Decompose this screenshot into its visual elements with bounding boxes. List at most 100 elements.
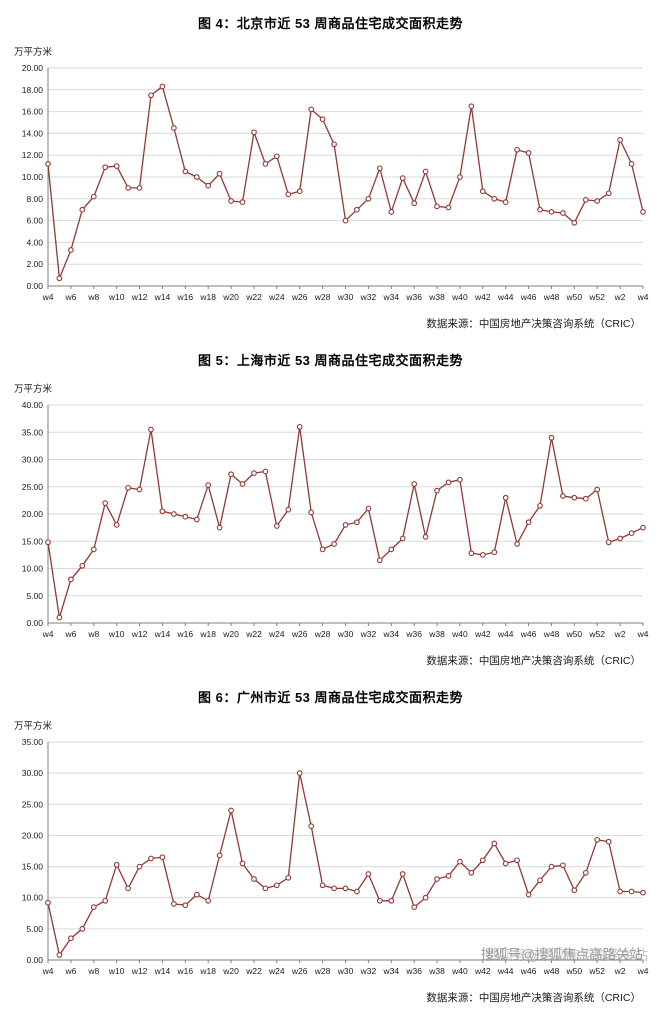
- svg-text:30.00: 30.00: [22, 455, 44, 465]
- svg-text:w28: w28: [314, 966, 331, 976]
- svg-text:w50: w50: [566, 629, 583, 639]
- chart-title-guangzhou: 图 6：广州市近 53 周商品住宅成交面积走势: [197, 690, 464, 705]
- svg-text:w22: w22: [245, 629, 262, 639]
- svg-text:40.00: 40.00: [22, 400, 44, 410]
- y-axis-unit-label: 万平方米: [14, 721, 53, 732]
- svg-text:w44: w44: [497, 966, 514, 976]
- svg-text:5.00: 5.00: [26, 591, 43, 601]
- svg-text:w30: w30: [337, 629, 354, 639]
- svg-text:w10: w10: [108, 629, 125, 639]
- svg-text:w52: w52: [588, 292, 605, 302]
- svg-text:w38: w38: [428, 629, 445, 639]
- svg-text:w18: w18: [199, 292, 216, 302]
- svg-text:2.00: 2.00: [26, 259, 43, 269]
- svg-text:w36: w36: [405, 629, 422, 639]
- svg-text:w48: w48: [543, 629, 560, 639]
- chart-block-beijing: 图 4：北京市近 53 周商品住宅成交面积走势 万平方米 0.00 2.00 4.0…: [0, 0, 661, 337]
- svg-text:0.00: 0.00: [26, 955, 43, 965]
- svg-text:w50: w50: [566, 292, 583, 302]
- svg-text:w32: w32: [360, 292, 377, 302]
- svg-text:w34: w34: [383, 292, 400, 302]
- svg-text:w34: w34: [383, 966, 400, 976]
- svg-text:w24: w24: [268, 966, 285, 976]
- svg-text:w22: w22: [245, 292, 262, 302]
- svg-text:10.00: 10.00: [22, 172, 44, 182]
- svg-text:w16: w16: [177, 966, 194, 976]
- svg-text:w46: w46: [520, 629, 537, 639]
- svg-text:w42: w42: [474, 966, 491, 976]
- svg-text:0.00: 0.00: [26, 281, 43, 291]
- svg-text:w14: w14: [154, 292, 171, 302]
- svg-text:20.00: 20.00: [22, 509, 44, 519]
- svg-text:w10: w10: [108, 292, 125, 302]
- data-source-label: 数据来源：中国房地产决策咨询系统（CRIC）: [426, 655, 641, 667]
- svg-text:10.00: 10.00: [22, 893, 44, 903]
- line-chart-shanghai: 0.00 5.00 10.00 15.00 20.00 25.00 30.00 35.00 40…: [22, 400, 649, 639]
- svg-text:5.00: 5.00: [26, 924, 43, 934]
- svg-text:15.00: 15.00: [22, 536, 44, 546]
- svg-text:w12: w12: [131, 629, 148, 639]
- svg-text:25.00: 25.00: [22, 482, 44, 492]
- svg-text:15.00: 15.00: [22, 862, 44, 872]
- svg-text:w4: w4: [42, 966, 54, 976]
- svg-text:w44: w44: [497, 292, 514, 302]
- chart-block-guangzhou: 图 6：广州市近 53 周商品住宅成交面积走势 万平方米 0.00 5.00 10.…: [0, 674, 661, 1011]
- svg-text:20.00: 20.00: [22, 63, 44, 73]
- svg-text:w26: w26: [291, 966, 308, 976]
- svg-text:w48: w48: [543, 292, 560, 302]
- svg-text:35.00: 35.00: [22, 737, 44, 747]
- svg-text:w46: w46: [520, 966, 537, 976]
- svg-text:w42: w42: [474, 629, 491, 639]
- svg-text:20.00: 20.00: [22, 830, 44, 840]
- svg-text:w28: w28: [314, 292, 331, 302]
- chart-title-shanghai: 图 5：上海市近 53 周商品住宅成交面积走势: [197, 353, 464, 368]
- svg-text:w20: w20: [222, 629, 239, 639]
- svg-text:16.00: 16.00: [22, 107, 44, 117]
- svg-text:4.00: 4.00: [26, 237, 43, 247]
- svg-text:w18: w18: [199, 966, 216, 976]
- chart-block-shanghai: 图 5：上海市近 53 周商品住宅成交面积走势 万平方米 0.00 5.00 10.…: [0, 337, 661, 674]
- svg-text:w26: w26: [291, 629, 308, 639]
- svg-text:6.00: 6.00: [26, 216, 43, 226]
- svg-text:w52: w52: [588, 966, 605, 976]
- data-source-label: 数据来源：中国房地产决策咨询系统（CRIC）: [426, 992, 641, 1004]
- svg-text:w10: w10: [108, 966, 125, 976]
- svg-text:w46: w46: [520, 292, 537, 302]
- svg-text:w18: w18: [199, 629, 216, 639]
- svg-text:w44: w44: [497, 629, 514, 639]
- line-chart-guangzhou: 0.00 5.00 10.00 15.00 20.00 25.00 30.00 35.00 w4…: [22, 737, 649, 976]
- svg-text:w28: w28: [314, 629, 331, 639]
- svg-text:w12: w12: [131, 292, 148, 302]
- svg-text:30.00: 30.00: [22, 768, 44, 778]
- svg-text:w30: w30: [337, 966, 354, 976]
- svg-text:w34: w34: [383, 629, 400, 639]
- chart-title-beijing: 图 4：北京市近 53 周商品住宅成交面积走势: [197, 16, 464, 31]
- svg-text:w20: w20: [222, 966, 239, 976]
- svg-text:w16: w16: [177, 629, 194, 639]
- svg-text:w4: w4: [637, 629, 649, 639]
- svg-text:12.00: 12.00: [22, 150, 44, 160]
- svg-text:w24: w24: [268, 629, 285, 639]
- svg-text:w2: w2: [614, 292, 626, 302]
- svg-text:w4: w4: [637, 966, 649, 976]
- svg-text:w42: w42: [474, 292, 491, 302]
- svg-text:w8: w8: [87, 292, 99, 302]
- svg-text:0.00: 0.00: [26, 618, 43, 628]
- svg-text:10.00: 10.00: [22, 564, 44, 574]
- svg-text:w40: w40: [451, 629, 468, 639]
- svg-text:w32: w32: [360, 966, 377, 976]
- line-chart-beijing: 0.00 2.00 4.00 6.00 8.00 10.00 12.00 14.00 16.00…: [22, 63, 649, 302]
- svg-text:8.00: 8.00: [26, 194, 43, 204]
- svg-text:w24: w24: [268, 292, 285, 302]
- svg-text:w38: w38: [428, 292, 445, 302]
- svg-text:w6: w6: [64, 292, 76, 302]
- svg-text:w38: w38: [428, 966, 445, 976]
- data-source-label: 数据来源：中国房地产决策咨询系统（CRIC）: [426, 318, 641, 330]
- svg-text:w30: w30: [337, 292, 354, 302]
- svg-text:18.00: 18.00: [22, 85, 44, 95]
- svg-text:w26: w26: [291, 292, 308, 302]
- svg-text:35.00: 35.00: [22, 427, 44, 437]
- svg-text:w20: w20: [222, 292, 239, 302]
- svg-text:w6: w6: [64, 966, 76, 976]
- svg-text:25.00: 25.00: [22, 799, 44, 809]
